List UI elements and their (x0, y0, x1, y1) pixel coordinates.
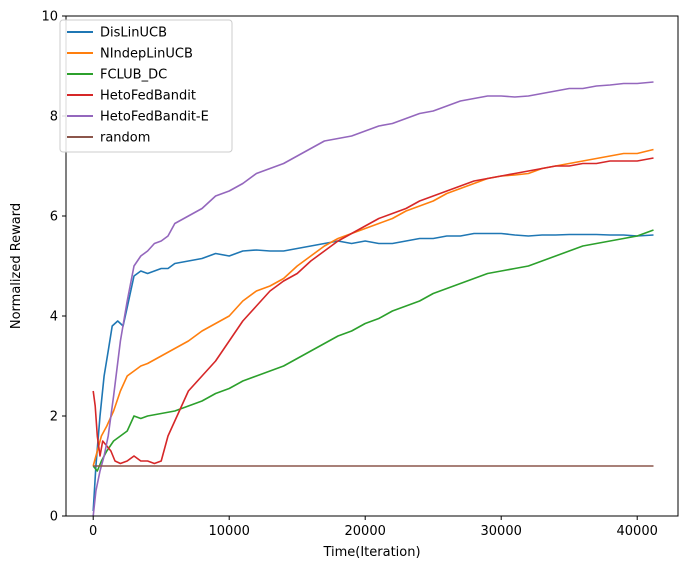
x-tick-label: 10000 (209, 524, 250, 539)
series-line-fclub-dc (92, 229, 654, 472)
legend-label: NIndepLinUCB (100, 47, 193, 62)
x-tick-label: 0 (89, 524, 97, 539)
y-tick-label: 0 (50, 510, 58, 525)
legend-box (59, 19, 233, 153)
series-line-nindeplinucb (92, 148, 654, 467)
y-tick-label: 6 (50, 210, 58, 225)
series-line-dislinucb (92, 232, 654, 512)
y-tick-label: 10 (41, 10, 58, 25)
legend-label: random (100, 131, 150, 146)
y-axis-ticks: 0 2 4 6 8 10 (41, 10, 66, 525)
series-line-hetofedbandit (92, 157, 654, 465)
plot-frame (65, 15, 679, 517)
x-axis-ticks: 0 10000 20000 30000 40000 (89, 516, 658, 539)
plot-lines (92, 81, 654, 517)
legend-label: HetoFedBandit (100, 89, 196, 104)
legend-label: HetoFedBandit-E (100, 110, 209, 125)
x-tick-label: 40000 (617, 524, 658, 539)
legend: DisLinUCB NIndepLinUCB FCLUB_DC HetoFedBand… (59, 19, 233, 153)
y-tick-label: 4 (50, 310, 58, 325)
y-axis-label: Normalized Reward (9, 203, 24, 329)
legend-label: DisLinUCB (100, 26, 167, 41)
legend-label: FCLUB_DC (100, 68, 167, 83)
series-line-hetofedbandit-e (92, 81, 654, 517)
x-tick-label: 30000 (481, 524, 522, 539)
x-axis-label: Time(Iteration) (322, 545, 420, 560)
y-tick-label: 8 (50, 110, 58, 125)
x-tick-label: 20000 (345, 524, 386, 539)
y-tick-label: 2 (50, 410, 58, 425)
